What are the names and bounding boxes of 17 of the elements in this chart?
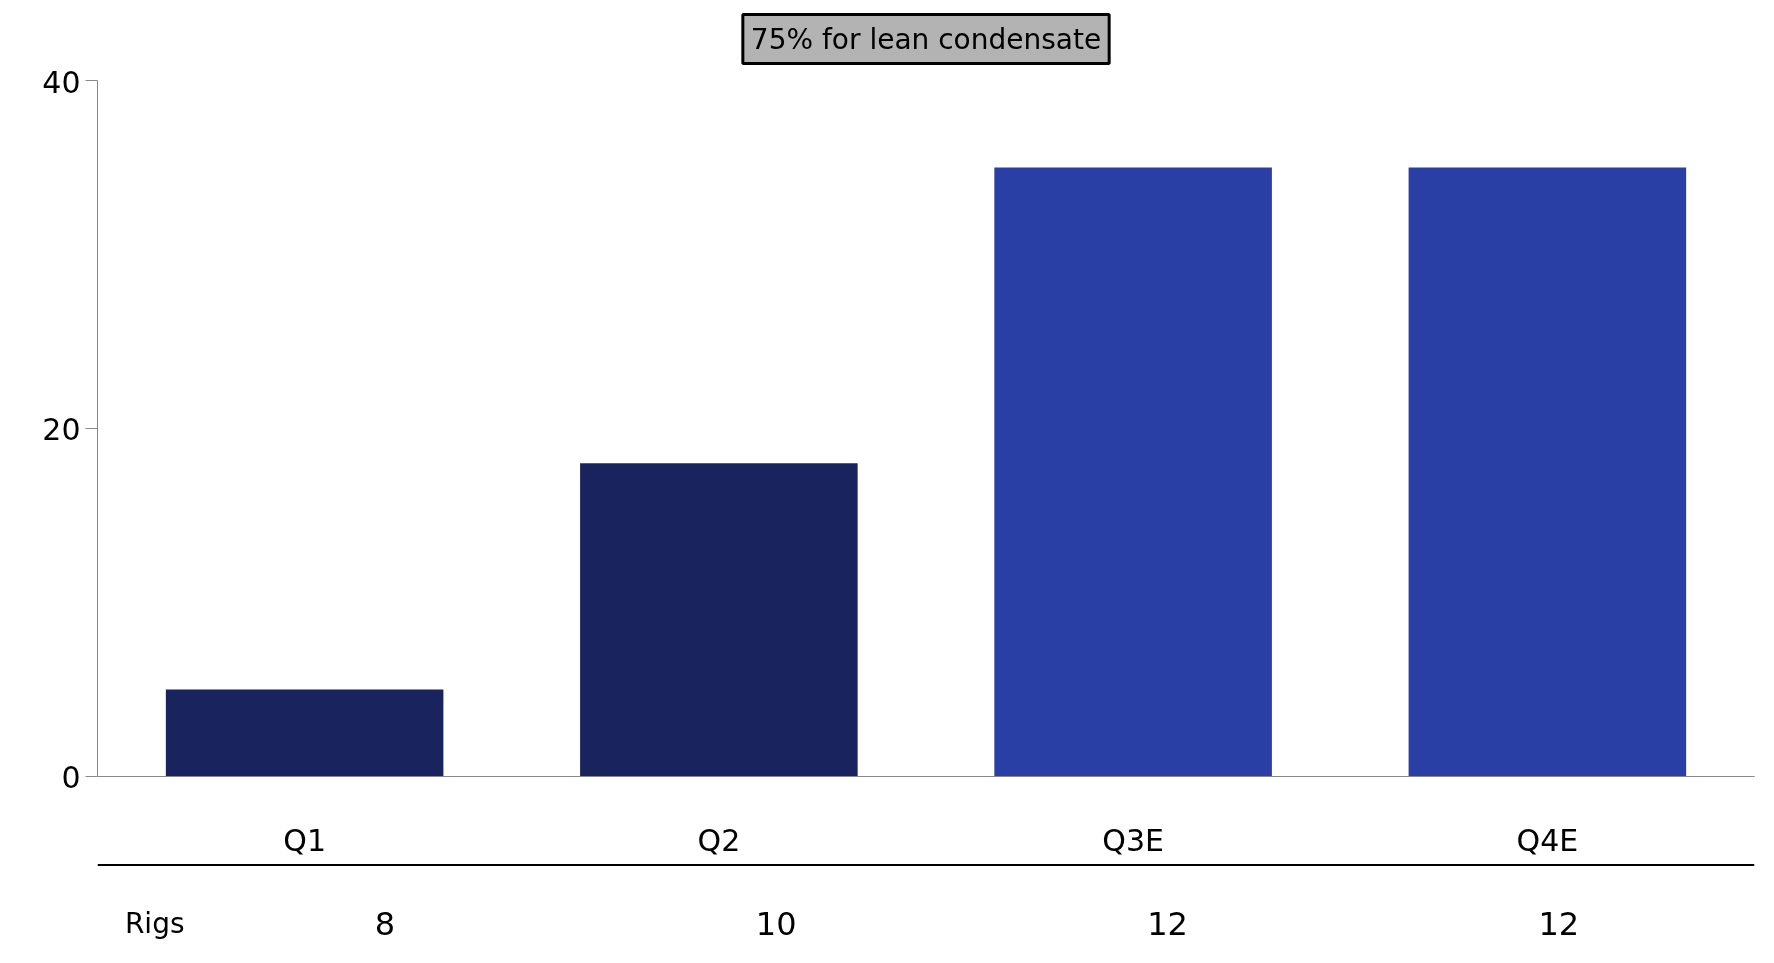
bar bbox=[580, 463, 858, 777]
text: 12 bbox=[1147, 905, 1188, 943]
y-tick-label: 20 bbox=[42, 411, 81, 447]
bar bbox=[994, 167, 1272, 777]
text: Rigs bbox=[124, 907, 185, 940]
bar bbox=[165, 689, 444, 777]
x-tick-label: Q1 bbox=[283, 822, 326, 858]
y-tick-label: 0 bbox=[61, 759, 81, 795]
text: 10 bbox=[755, 905, 797, 943]
x-tick-label: Q3E bbox=[1102, 822, 1164, 858]
x-tick-label: Q4E bbox=[1516, 822, 1579, 858]
text: 8 bbox=[374, 905, 395, 943]
y-tick-label: 40 bbox=[42, 64, 81, 100]
text: 12 bbox=[1538, 905, 1580, 943]
x-tick-label: Q2 bbox=[697, 822, 741, 858]
text: 75% for lean condensate bbox=[750, 22, 1102, 56]
bar bbox=[1408, 167, 1687, 777]
